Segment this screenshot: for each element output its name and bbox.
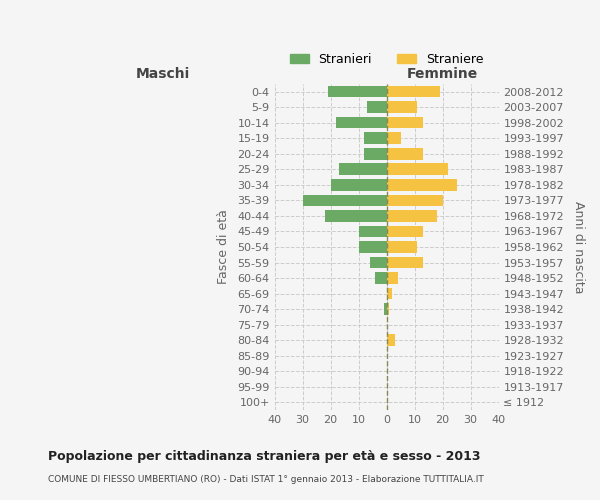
- Bar: [386, 86, 440, 98]
- Bar: [386, 132, 401, 144]
- Text: Femmine: Femmine: [407, 66, 478, 80]
- Bar: [331, 179, 386, 190]
- Bar: [386, 194, 443, 206]
- Bar: [359, 226, 386, 237]
- Bar: [386, 334, 395, 346]
- Bar: [386, 288, 392, 300]
- Bar: [386, 241, 418, 253]
- Bar: [386, 102, 418, 113]
- Bar: [336, 117, 386, 128]
- Bar: [364, 148, 386, 160]
- Y-axis label: Fasce di età: Fasce di età: [217, 210, 230, 284]
- Bar: [367, 102, 386, 113]
- Bar: [370, 256, 386, 268]
- Text: COMUNE DI FIESSO UMBERTIANO (RO) - Dati ISTAT 1° gennaio 2013 - Elaborazione TUT: COMUNE DI FIESSO UMBERTIANO (RO) - Dati …: [48, 475, 484, 484]
- Bar: [325, 210, 386, 222]
- Bar: [386, 226, 423, 237]
- Y-axis label: Anni di nascita: Anni di nascita: [572, 200, 585, 293]
- Bar: [386, 304, 389, 315]
- Text: Popolazione per cittadinanza straniera per età e sesso - 2013: Popolazione per cittadinanza straniera p…: [48, 450, 481, 463]
- Bar: [328, 86, 386, 98]
- Bar: [302, 194, 386, 206]
- Bar: [359, 241, 386, 253]
- Bar: [384, 304, 386, 315]
- Bar: [339, 164, 386, 175]
- Text: Maschi: Maschi: [136, 66, 190, 80]
- Bar: [376, 272, 386, 284]
- Bar: [386, 256, 423, 268]
- Bar: [386, 210, 437, 222]
- Bar: [386, 117, 423, 128]
- Bar: [386, 148, 423, 160]
- Bar: [386, 164, 448, 175]
- Bar: [386, 272, 398, 284]
- Legend: Stranieri, Straniere: Stranieri, Straniere: [285, 48, 488, 70]
- Bar: [386, 179, 457, 190]
- Bar: [364, 132, 386, 144]
